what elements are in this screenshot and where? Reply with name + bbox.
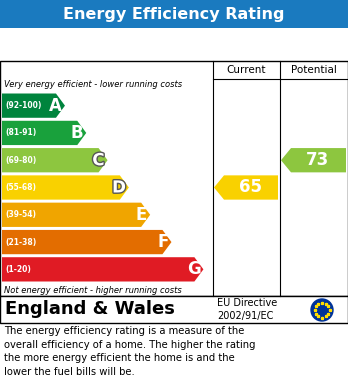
Text: Energy Efficiency Rating: Energy Efficiency Rating [63, 7, 285, 22]
Text: Potential: Potential [291, 65, 337, 75]
Text: 65: 65 [238, 179, 261, 197]
Text: England & Wales: England & Wales [5, 301, 175, 319]
Text: Current: Current [227, 65, 266, 75]
Polygon shape [2, 257, 204, 282]
Text: Very energy efficient - lower running costs: Very energy efficient - lower running co… [4, 80, 182, 89]
Text: F: F [157, 233, 168, 251]
Polygon shape [2, 121, 86, 145]
Polygon shape [214, 175, 278, 200]
Text: (39-54): (39-54) [5, 210, 36, 219]
Text: 73: 73 [306, 151, 329, 169]
Text: D: D [112, 179, 126, 197]
Text: (81-91): (81-91) [5, 128, 36, 137]
Polygon shape [2, 230, 172, 254]
Text: EU Directive
2002/91/EC: EU Directive 2002/91/EC [217, 298, 277, 321]
Text: (1-20): (1-20) [5, 265, 31, 274]
Text: (21-38): (21-38) [5, 238, 36, 247]
Polygon shape [2, 203, 150, 227]
Text: (69-80): (69-80) [5, 156, 36, 165]
Circle shape [311, 299, 333, 321]
Polygon shape [281, 148, 346, 172]
Text: (55-68): (55-68) [5, 183, 36, 192]
Text: Not energy efficient - higher running costs: Not energy efficient - higher running co… [4, 286, 182, 295]
Bar [0, 61, 348, 296]
Text: A: A [49, 97, 62, 115]
Text: (92-100): (92-100) [5, 101, 41, 110]
Bar [0, 0, 348, 28]
Text: G: G [187, 260, 200, 278]
Text: B: B [71, 124, 83, 142]
Polygon shape [2, 148, 108, 172]
Text: C: C [92, 151, 104, 169]
Text: E: E [136, 206, 147, 224]
Polygon shape [2, 175, 129, 200]
Text: The energy efficiency rating is a measure of the
overall efficiency of a home. T: The energy efficiency rating is a measur… [4, 326, 255, 377]
Bar [0, 296, 348, 323]
Polygon shape [2, 93, 65, 118]
